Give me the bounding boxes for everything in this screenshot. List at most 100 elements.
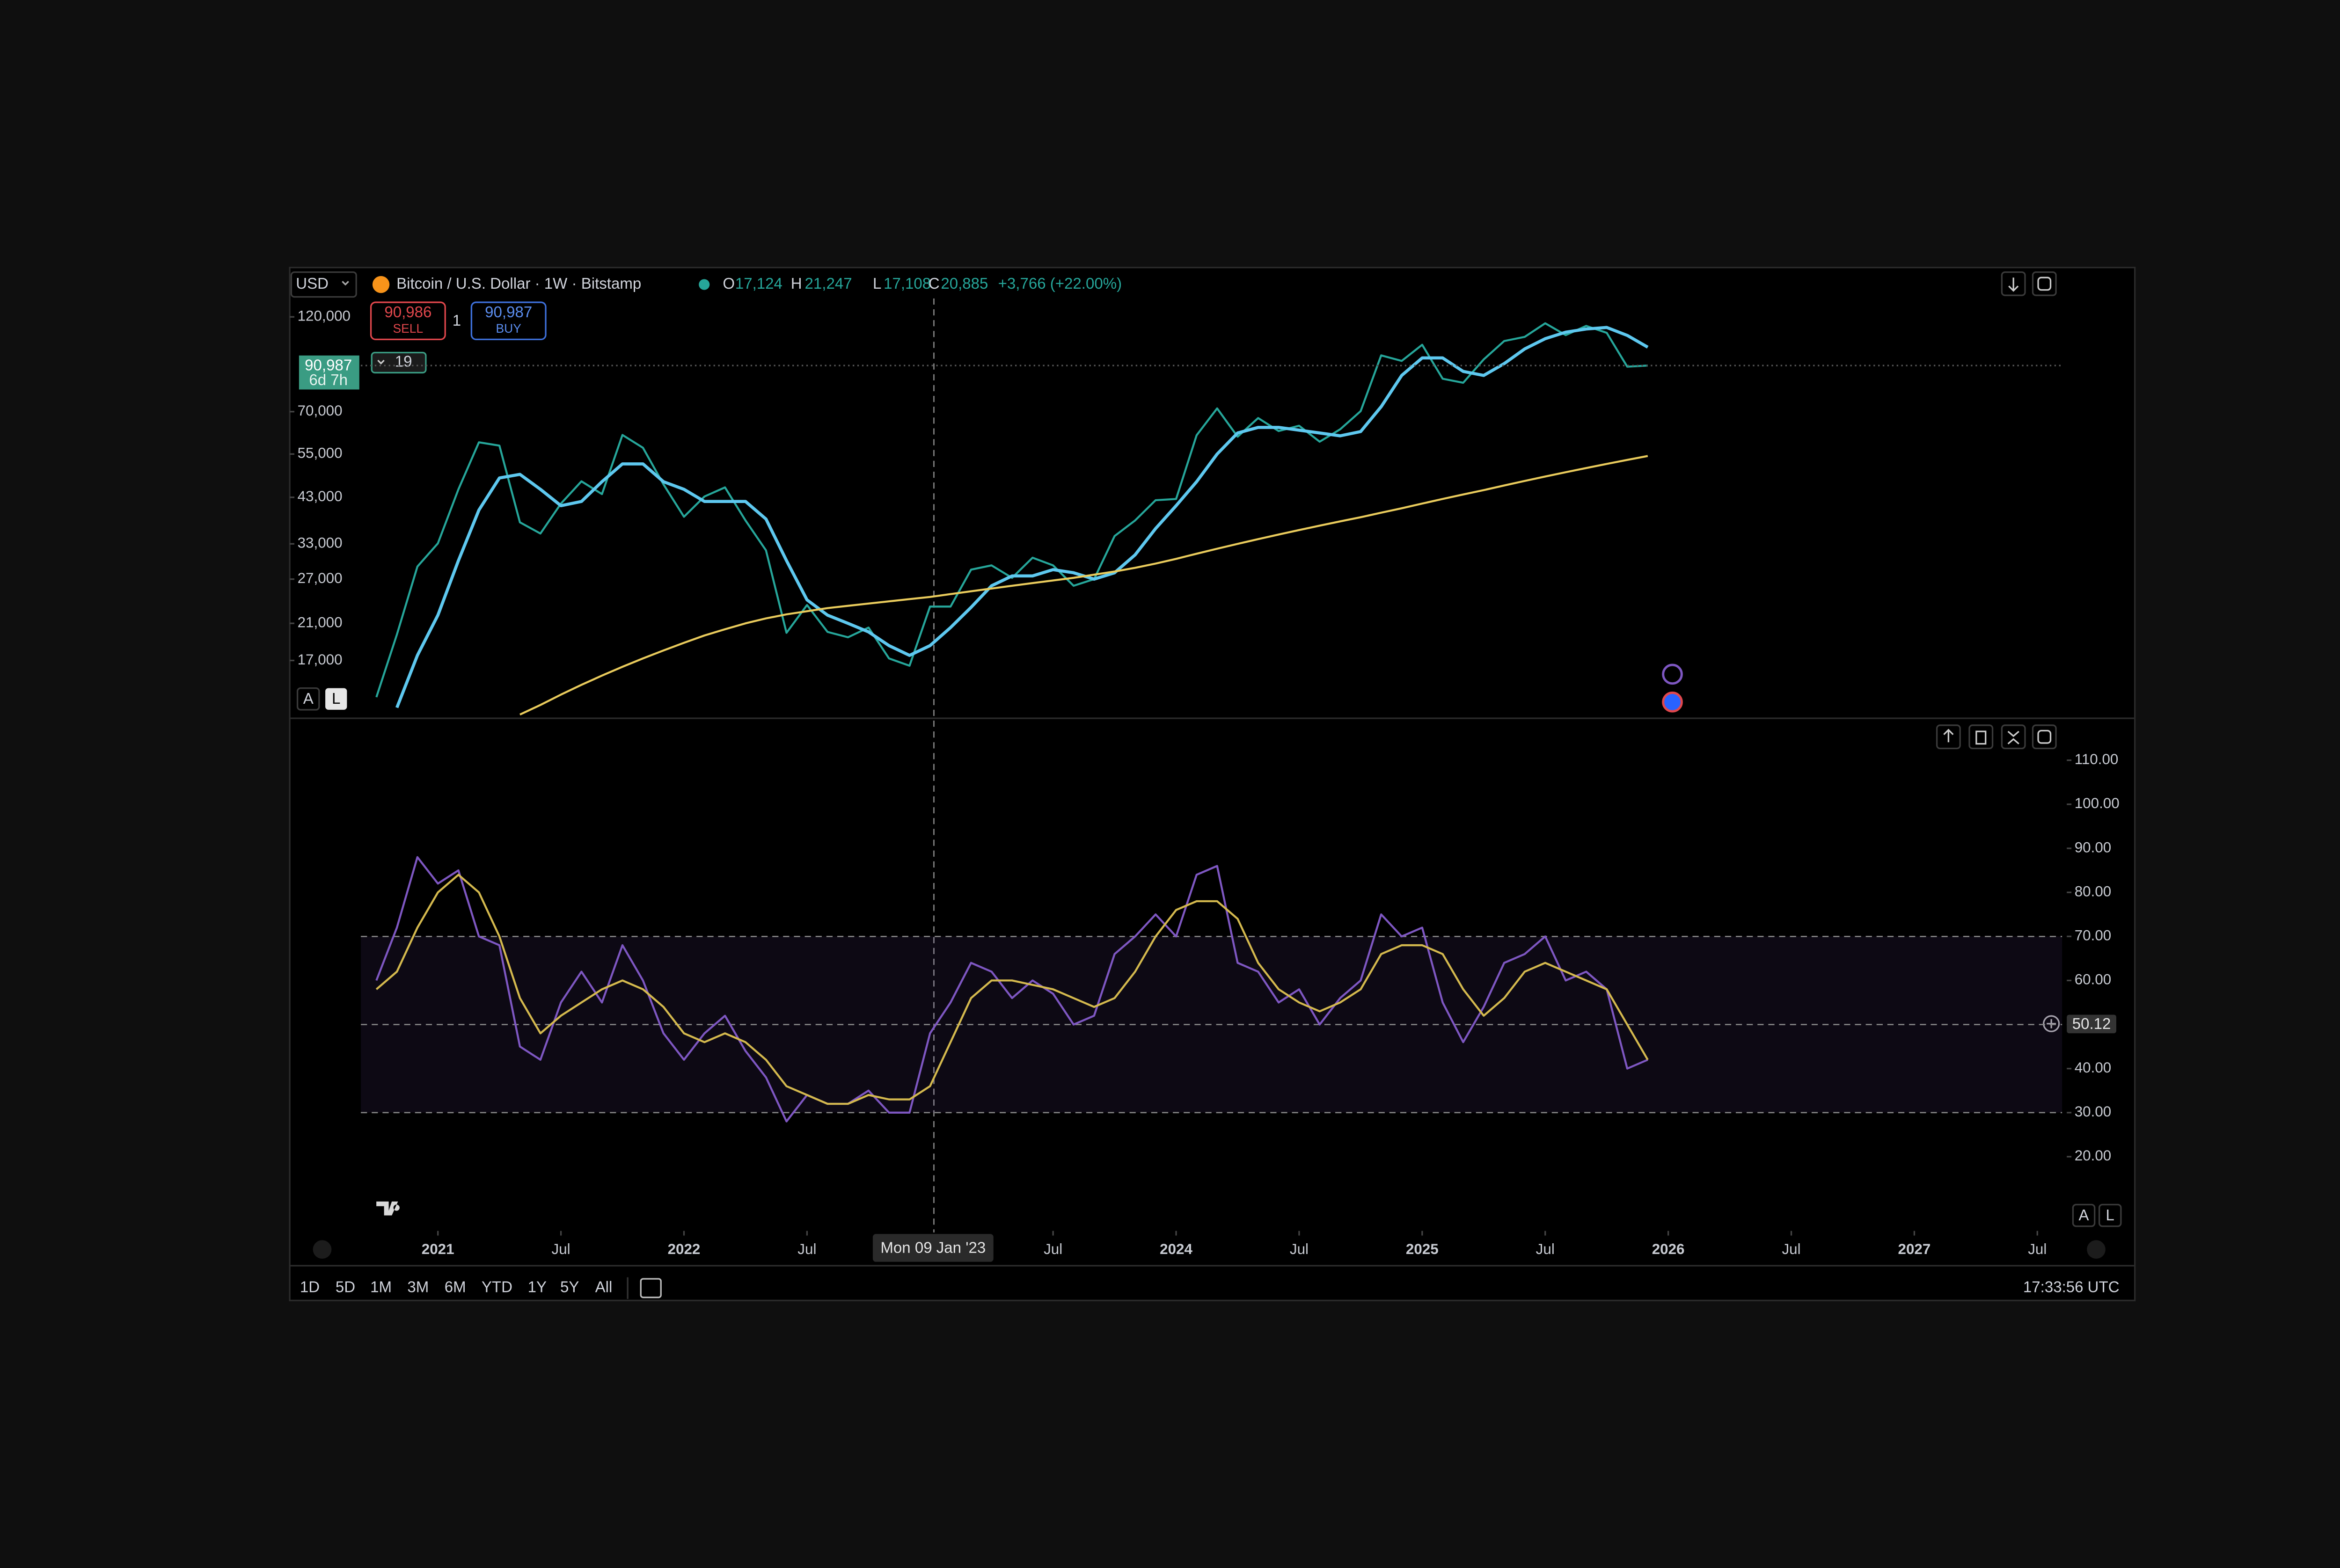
chevron: [342, 281, 349, 286]
range-button[interactable]: All: [595, 1279, 613, 1296]
x-tick-label: 2025: [1406, 1241, 1439, 1257]
y-tick-label: 27,000: [298, 570, 343, 586]
icon: [2037, 277, 2052, 291]
pane: [361, 856, 2062, 1123]
goto-icon[interactable]: [313, 1240, 332, 1259]
event-icon[interactable]: [1662, 692, 1683, 713]
change: +3,766 (+22.00%): [998, 275, 1122, 292]
y-tick-label: 60.00: [2075, 971, 2112, 988]
x-tick-label: Jul: [2028, 1241, 2047, 1257]
icon: [1943, 729, 1954, 743]
icon: [2008, 277, 2019, 292]
y-tick-label: 21,000: [298, 614, 343, 630]
y-tick-label: 100.00: [2075, 795, 2120, 811]
price-tag-value: 90,987: [305, 357, 352, 374]
y-tick-label: 43,000: [298, 488, 343, 504]
y-tick-label: 70.00: [2075, 927, 2112, 944]
last-value-box: [2067, 1014, 2116, 1034]
icon: [2007, 730, 2019, 744]
range-button[interactable]: 5D: [336, 1279, 355, 1296]
range-button[interactable]: 1M: [370, 1279, 392, 1296]
chevron: [377, 359, 385, 365]
range-button[interactable]: YTD: [482, 1279, 512, 1296]
y-tick-label: 30.00: [2075, 1103, 2112, 1120]
auto-icon[interactable]: [2087, 1240, 2106, 1259]
event-icon[interactable]: [1662, 664, 1683, 685]
clock: 17:33:56 UTC: [2023, 1279, 2120, 1296]
y-tick-label: 33,000: [298, 535, 343, 551]
scale-button-label: A: [303, 690, 314, 707]
status-dot: [699, 279, 710, 290]
ohlc-value: 20,885: [941, 275, 988, 292]
symbol: Bitcoin / U.S. Dollar · 1W · Bitstamp: [396, 275, 641, 292]
y-tick-label: 120,000: [298, 308, 351, 324]
buy-label: BUY: [496, 321, 522, 335]
quantity: 1: [453, 312, 461, 329]
scale-button-label: A: [2079, 1207, 2089, 1224]
log-scale-button[interactable]: [2098, 1203, 2122, 1227]
range-button[interactable]: 6M: [445, 1279, 466, 1296]
x-tick-label: 2022: [668, 1241, 701, 1257]
series-line: [375, 856, 1648, 1123]
date-range-button[interactable]: [640, 1278, 662, 1298]
series-line: [519, 455, 1648, 716]
y-tick-label: 80.00: [2075, 883, 2112, 899]
currency: USD: [296, 275, 329, 292]
y-tick-label: 55,000: [298, 445, 343, 461]
range-toolbar: 1D 5D 1M 3M 6M YTD 1Y 5Y All: [300, 1279, 612, 1296]
x-tick-label: 2026: [1652, 1241, 1685, 1257]
price-tag: [299, 355, 359, 390]
y-tick-label: 90.00: [2075, 839, 2112, 855]
fullscreen-button[interactable]: [2032, 271, 2057, 296]
order-count: 19: [395, 353, 412, 371]
ohlc-key: O: [723, 275, 735, 292]
chart-frame: [289, 267, 2136, 1301]
series-line: [395, 326, 1649, 708]
range-button[interactable]: 1D: [300, 1279, 320, 1296]
auto-scale-button[interactable]: [2072, 1203, 2096, 1227]
price-tag-countdown: 6d 7h: [309, 372, 348, 389]
currency-select[interactable]: [290, 271, 357, 298]
log-scale-button[interactable]: [325, 688, 347, 710]
ohlc-value: 17,124: [735, 275, 782, 292]
x-tick-label: Jul: [1536, 1241, 1555, 1257]
range-button[interactable]: 1Y: [528, 1279, 547, 1296]
sell-price: 90,986: [384, 304, 431, 321]
y-tick-label: 20.00: [2075, 1147, 2112, 1164]
ohlc-key: L: [873, 275, 881, 292]
logo: [376, 1201, 400, 1216]
add-icon[interactable]: [2042, 1015, 2060, 1032]
series-line: [375, 322, 1648, 698]
x-tick-label: 2024: [1160, 1241, 1192, 1257]
range-button[interactable]: 3M: [407, 1279, 429, 1296]
icon: [2047, 1019, 2056, 1028]
crosshair-date: Mon 09 Jan '23: [880, 1239, 986, 1256]
ohlc-key: C: [929, 275, 940, 292]
order-badge[interactable]: [371, 351, 427, 374]
last-value-label: 50.12: [2072, 1015, 2111, 1033]
range-button[interactable]: 5Y: [560, 1279, 579, 1296]
y-tick-label: 70,000: [298, 402, 343, 419]
icon: [1975, 730, 1987, 745]
plots: 120,000 70,000 55,000 43,000 33,000 27,000 21,…: [290, 308, 2120, 1257]
x-tick-label: Jul: [1782, 1241, 1800, 1257]
delete-button[interactable]: [1968, 724, 1994, 750]
y-tick-label: 110.00: [2075, 751, 2119, 767]
pane: [375, 322, 1649, 716]
ohlc-value: 21,247: [805, 275, 852, 292]
ohlc-key: H: [791, 275, 802, 292]
sell-button[interactable]: [370, 301, 446, 341]
x-tick-label: Jul: [1044, 1241, 1062, 1257]
y-tick-label: 17,000: [298, 651, 343, 668]
coin-icon: [372, 276, 390, 293]
y-tick-label: 40.00: [2075, 1059, 2112, 1076]
auto-scale-button[interactable]: [296, 687, 320, 711]
crosshair-date-box: [872, 1234, 994, 1262]
sell-label: SELL: [393, 321, 424, 335]
buy-button[interactable]: [470, 301, 547, 341]
icon: [2037, 729, 2052, 744]
x-tick-label: Jul: [1290, 1241, 1309, 1257]
series-line: [375, 874, 1649, 1105]
maximize-button[interactable]: [2032, 724, 2057, 750]
